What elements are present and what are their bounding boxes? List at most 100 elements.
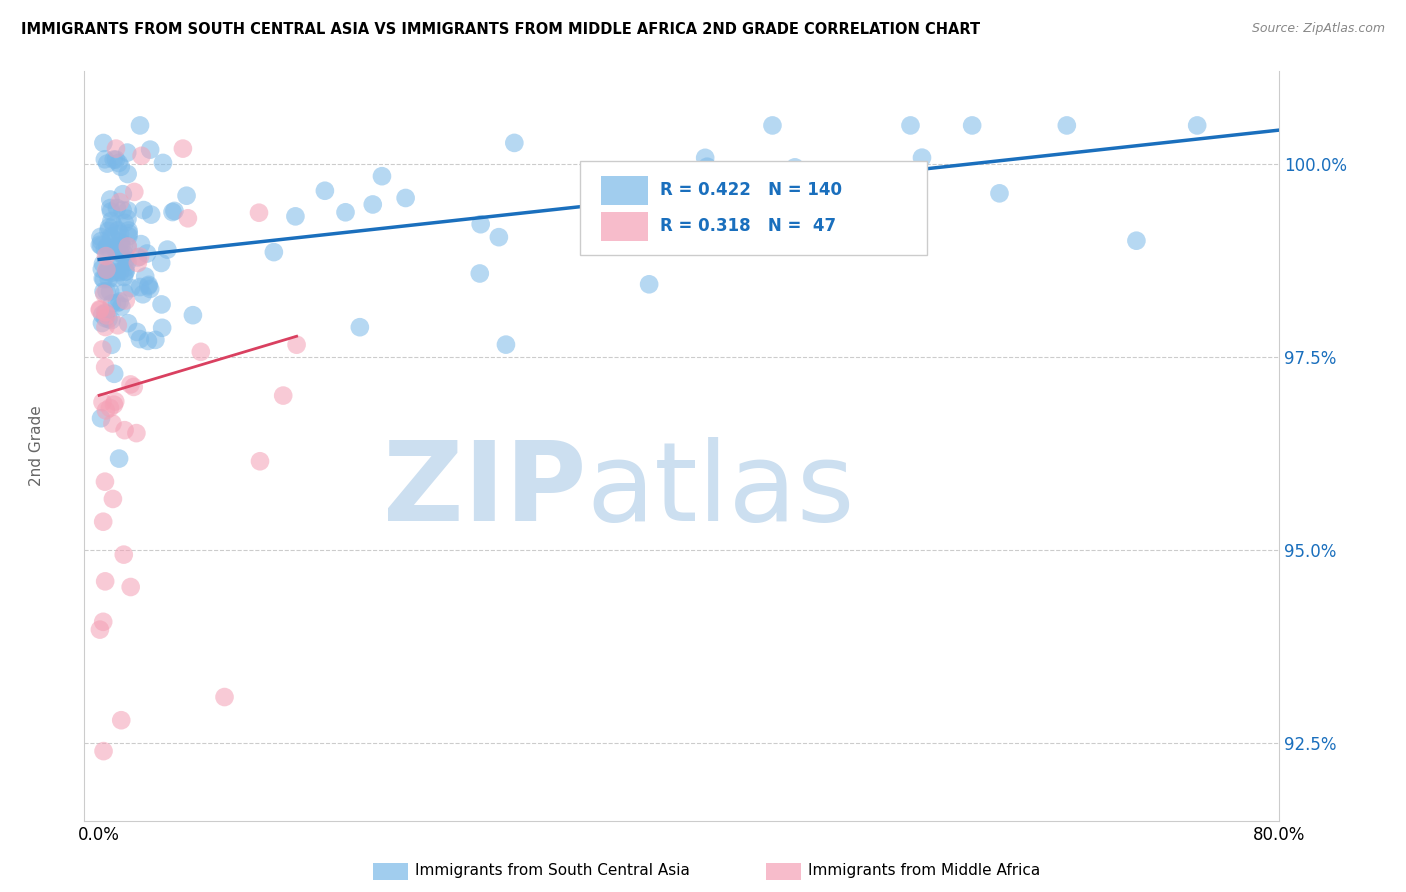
Point — [103, 398, 125, 412]
Point — [190, 344, 212, 359]
Point — [129, 250, 152, 264]
Point — [98, 201, 121, 215]
Point — [638, 277, 661, 292]
Point — [105, 244, 128, 258]
Point — [112, 548, 135, 562]
Point — [90, 234, 112, 248]
Point — [150, 321, 173, 335]
Point — [132, 203, 155, 218]
Point — [90, 239, 112, 253]
Point — [718, 180, 741, 194]
Point — [103, 153, 125, 167]
Point — [110, 713, 132, 727]
Point — [103, 258, 125, 272]
Point — [284, 210, 307, 224]
Point — [96, 262, 118, 277]
Point — [263, 245, 285, 260]
Point — [96, 309, 118, 323]
Point — [129, 332, 152, 346]
Point — [91, 316, 114, 330]
Point — [97, 272, 120, 286]
Point — [93, 285, 115, 299]
Point — [91, 343, 114, 357]
Point — [97, 224, 120, 238]
Point — [103, 367, 125, 381]
Point — [176, 188, 198, 202]
Point — [108, 195, 131, 210]
Point — [98, 193, 121, 207]
Point — [156, 243, 179, 257]
Point — [127, 256, 149, 270]
Point — [94, 311, 117, 326]
Point — [470, 217, 492, 231]
Point — [114, 252, 136, 267]
Point — [108, 294, 131, 309]
Point — [110, 160, 132, 174]
Point — [94, 306, 117, 320]
Point — [94, 249, 117, 263]
Point — [89, 237, 111, 252]
Point — [108, 451, 131, 466]
Point — [117, 316, 139, 330]
Point — [145, 333, 167, 347]
Point — [988, 186, 1011, 201]
Text: R = 0.422   N = 140: R = 0.422 N = 140 — [661, 181, 842, 200]
Point — [114, 216, 136, 230]
Point — [112, 270, 135, 285]
Point — [127, 251, 149, 265]
Point — [100, 231, 122, 245]
Point — [108, 265, 131, 279]
Point — [742, 193, 765, 207]
Point — [107, 318, 129, 333]
Point — [112, 285, 135, 300]
Text: IMMIGRANTS FROM SOUTH CENTRAL ASIA VS IMMIGRANTS FROM MIDDLE AFRICA 2ND GRADE CO: IMMIGRANTS FROM SOUTH CENTRAL ASIA VS IM… — [21, 22, 980, 37]
Point — [94, 574, 117, 589]
Point — [94, 305, 117, 319]
Point — [136, 246, 159, 260]
Point — [152, 156, 174, 170]
Point — [150, 297, 173, 311]
Point — [104, 153, 127, 167]
Point — [91, 271, 114, 285]
Point — [139, 143, 162, 157]
Point — [1125, 234, 1147, 248]
Point — [783, 161, 806, 175]
Point — [107, 223, 129, 237]
Point — [91, 515, 114, 529]
Point — [111, 203, 134, 218]
Point — [129, 119, 152, 133]
Text: atlas: atlas — [586, 437, 855, 544]
Bar — [600, 212, 648, 241]
Point — [94, 360, 117, 375]
Point — [117, 145, 139, 160]
Point — [96, 156, 118, 170]
Point — [93, 744, 115, 758]
Point — [285, 337, 308, 351]
Point — [117, 239, 139, 253]
Point — [101, 417, 124, 431]
Point — [98, 285, 121, 299]
Point — [395, 191, 418, 205]
Point — [503, 136, 526, 150]
Point — [104, 270, 127, 285]
Point — [104, 142, 127, 156]
Point — [129, 280, 152, 294]
Point — [335, 205, 357, 219]
Point — [89, 623, 111, 637]
Point — [163, 203, 186, 218]
Point — [651, 179, 673, 194]
Point — [105, 296, 128, 310]
Point — [91, 615, 114, 629]
Point — [94, 403, 117, 417]
Point — [100, 214, 122, 228]
Point — [100, 313, 122, 327]
Point — [117, 203, 139, 218]
Point — [138, 277, 160, 292]
Point — [117, 211, 139, 226]
Point — [107, 156, 129, 170]
Point — [114, 260, 136, 275]
Point — [117, 255, 139, 269]
Point — [110, 300, 132, 314]
Point — [131, 149, 153, 163]
Point — [696, 160, 718, 174]
